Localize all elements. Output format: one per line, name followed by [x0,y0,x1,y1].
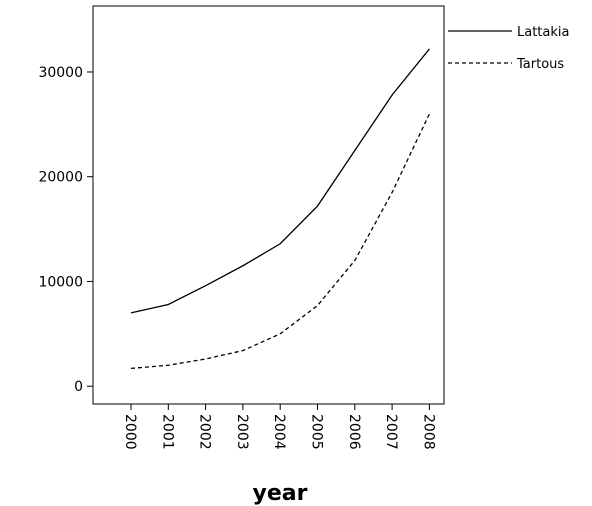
series-layer [130,48,430,370]
y-axis: 0 10000 20000 30000 [38,65,93,395]
x-axis-title: year [253,481,308,506]
series-line-lattakia [130,48,430,314]
x-tick-label: 2005 [309,414,325,450]
x-tick-label: 2003 [234,414,250,450]
legend-label-lattakia: Lattakia [517,25,569,40]
y-tick-label: 10000 [38,274,83,290]
y-tick-label: 20000 [38,170,83,186]
legend-label-tartous: Tartous [516,57,564,72]
x-tick-label: 2008 [420,414,436,450]
plot-frame [92,5,445,405]
y-tick-label: 0 [74,379,83,395]
legend: Lattakia Tartous [448,25,569,72]
x-tick-label: 2007 [383,414,399,450]
series-line-tartous [130,113,430,370]
x-tick-label: 2006 [346,414,362,450]
x-tick-label: 2000 [122,414,138,450]
y-tick-label: 30000 [38,65,83,81]
x-tick-label: 2004 [271,414,287,450]
x-axis: 2000 2001 2002 2003 2004 2005 2006 2007 2008 [122,404,436,450]
x-tick-label: 2001 [159,414,175,450]
x-tick-label: 2002 [197,414,213,450]
